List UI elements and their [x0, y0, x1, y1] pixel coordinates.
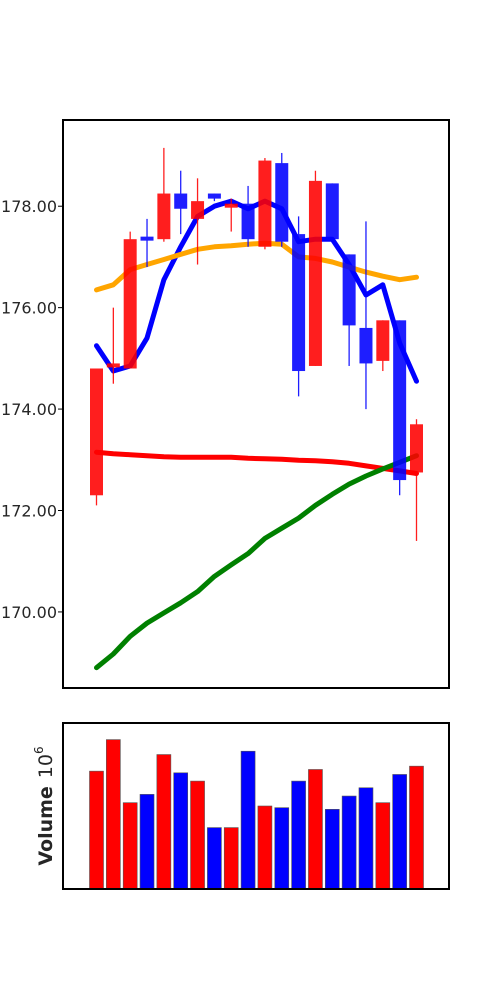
- candle-body: [410, 424, 423, 473]
- volume-bar: [240, 750, 256, 890]
- candle-body: [90, 368, 103, 496]
- candle-body: [106, 363, 120, 368]
- price-y-tick-label: 174.00: [1, 400, 57, 419]
- candlestick: [157, 147, 171, 242]
- candlestick: [308, 170, 322, 366]
- candlestick: [342, 254, 356, 366]
- volume-bar: [223, 827, 239, 890]
- volume-y-axis-label-exponent-power: 6: [32, 746, 46, 754]
- price-y-tick-label: 170.00: [1, 603, 57, 622]
- candlestick: [292, 216, 306, 397]
- volume-y-axis-label: Volume 106: [32, 746, 57, 865]
- candle-body: [157, 193, 171, 240]
- volume-bar: [274, 807, 290, 890]
- candlestick: [325, 183, 339, 240]
- volume-bar: [106, 739, 121, 890]
- candle-body: [376, 320, 390, 361]
- candlestick: [275, 152, 289, 247]
- candlestick: [258, 158, 272, 250]
- candle-body: [359, 327, 373, 364]
- candle-body: [325, 183, 339, 240]
- candle-body: [191, 201, 205, 219]
- candle-body: [308, 180, 322, 366]
- candlestick: [207, 193, 221, 202]
- candle-body: [140, 236, 154, 241]
- volume-bar: [207, 827, 222, 890]
- volume-bar: [89, 770, 104, 890]
- price-y-tick-label: 176.00: [1, 299, 57, 318]
- candle-body: [393, 320, 407, 481]
- moving-average-line-4: [94, 453, 419, 671]
- volume-y-axis-label-word: Volume: [35, 786, 57, 865]
- candle-body: [224, 203, 238, 208]
- volume-y-axis-label-exponent-base: 10: [35, 754, 57, 778]
- candlestick: [106, 307, 120, 384]
- candlestick: [174, 170, 188, 235]
- volume-bar: [291, 780, 306, 890]
- candlestick: [241, 185, 255, 247]
- candlestick: [224, 198, 238, 232]
- price-moving-average-lines: [94, 198, 419, 671]
- volume-bar: [358, 787, 374, 890]
- candlestick: [376, 320, 390, 372]
- candlestick: [123, 231, 137, 369]
- volume-bar: [139, 794, 155, 890]
- price-axes-frame: [62, 119, 450, 689]
- candlestick: [410, 419, 423, 541]
- volume-bar: [156, 754, 172, 890]
- candle-body: [174, 193, 188, 209]
- candle-body: [207, 193, 221, 199]
- volume-bars: [89, 739, 424, 890]
- volume-bar: [257, 805, 273, 890]
- volume-bar: [308, 769, 323, 890]
- volume-bar: [409, 765, 424, 890]
- candlestick: [359, 221, 373, 410]
- price-y-axis-ticks: 170.00 172.00 174.00 176.00 178.00: [1, 197, 63, 622]
- candlestick: [140, 218, 154, 268]
- candle-body: [258, 160, 272, 247]
- volume-bar: [392, 774, 407, 890]
- moving-average-line-2: [94, 240, 419, 293]
- volume-bar: [190, 780, 205, 890]
- volume-chart-panel: Volume 106: [32, 722, 450, 890]
- candle-body: [342, 254, 356, 326]
- price-y-tick-label: 172.00: [1, 502, 57, 521]
- volume-bar: [173, 772, 189, 890]
- moving-average-line-1: [94, 198, 419, 384]
- moving-average-line-3: [94, 449, 419, 476]
- volume-bar: [122, 802, 138, 890]
- candle-body: [123, 239, 137, 369]
- price-y-tick-label: 178.00: [1, 197, 57, 216]
- candle-body: [292, 234, 306, 372]
- candlestick: [393, 320, 407, 496]
- price-chart-panel: 170.00 172.00 174.00 176.00 178.00: [1, 119, 450, 689]
- volume-bar: [375, 802, 391, 890]
- volume-bar: [341, 795, 357, 890]
- candle-body: [241, 203, 255, 240]
- price-candlesticks: [90, 147, 423, 541]
- candle-body: [275, 163, 289, 242]
- candlestick: [191, 178, 205, 265]
- volume-bar: [324, 809, 340, 890]
- volume-axes-frame: [62, 722, 450, 890]
- candlestick: [90, 368, 103, 506]
